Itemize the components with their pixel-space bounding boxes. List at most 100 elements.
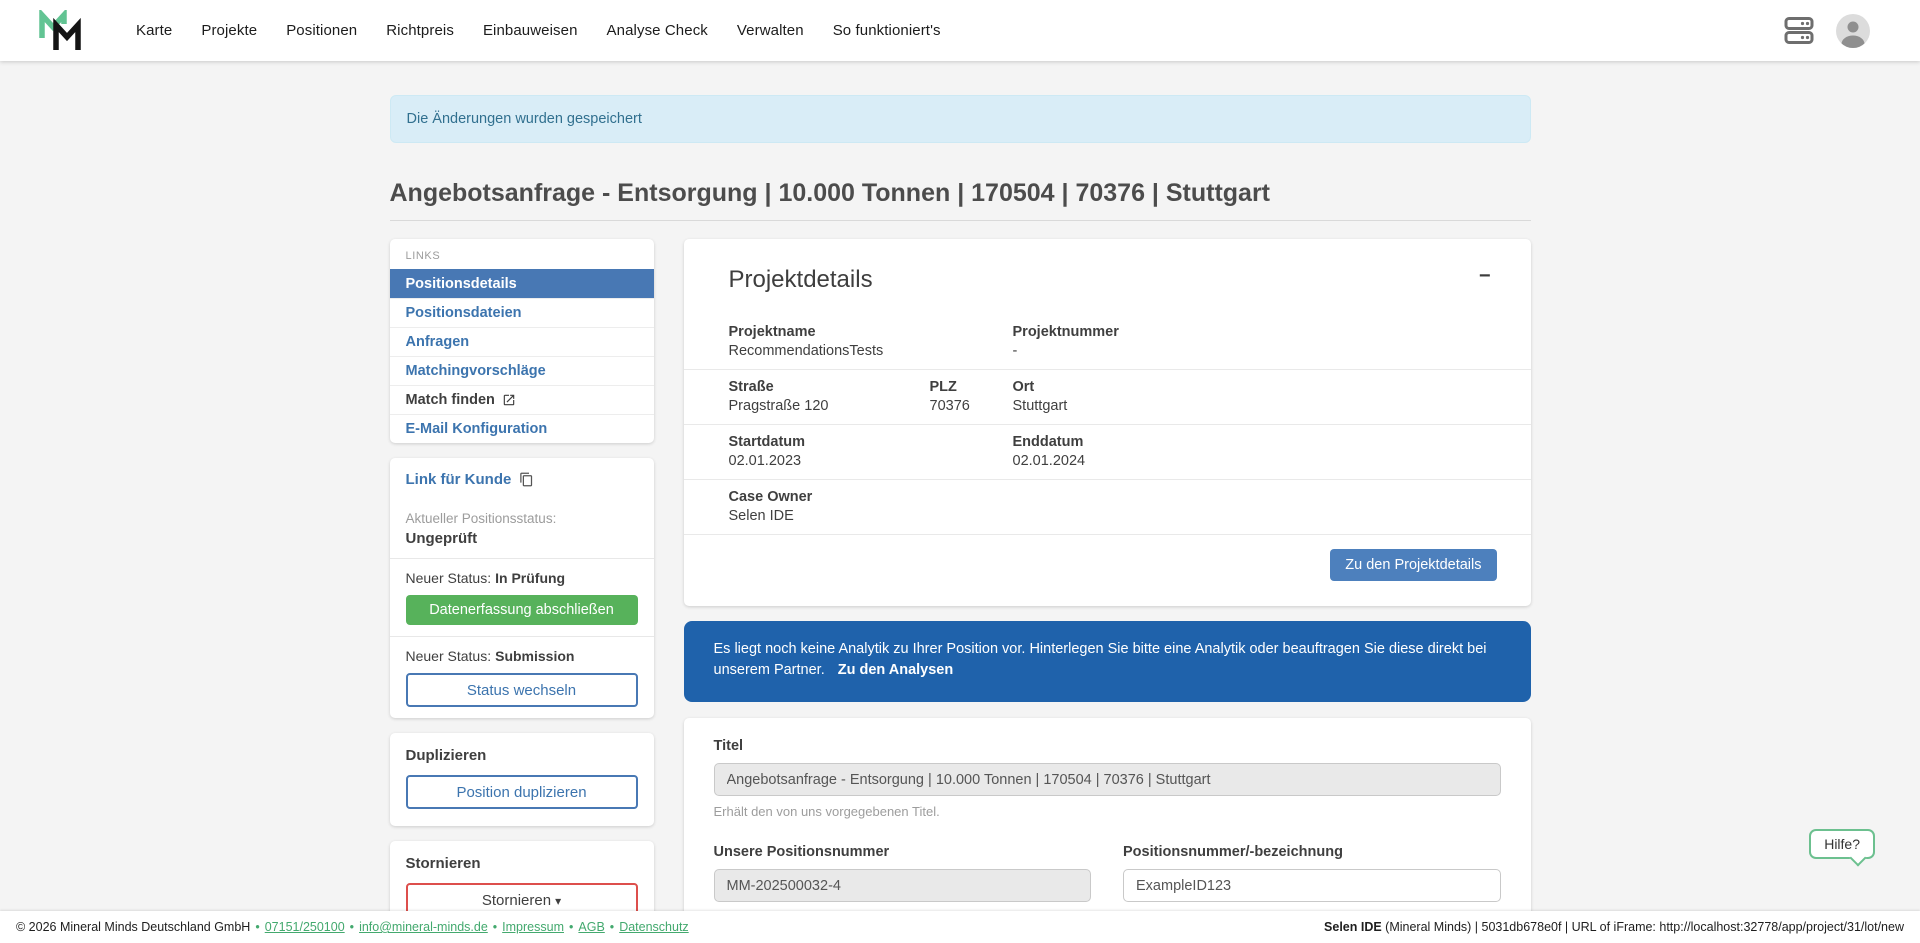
sidebar-item-email-konfiguration[interactable]: E-Mail Konfiguration bbox=[389, 414, 654, 443]
project-details-title: Projektdetails bbox=[728, 266, 873, 293]
field-label: Straße bbox=[728, 379, 774, 395]
field-value: 02.01.2024 bbox=[1012, 453, 1086, 469]
footer: © 2026 Mineral Minds Deutschland GmbH • 07… bbox=[0, 911, 1920, 943]
new-status-section-1: Neuer Status: In Prüfung Datenerfassung a… bbox=[389, 558, 654, 636]
titel-field-group: Titel Erhält den von uns vorgegebenen Ti… bbox=[713, 738, 1501, 819]
duplicate-position-button[interactable]: Position duplizieren bbox=[405, 775, 638, 809]
field-label: Ort bbox=[1012, 379, 1035, 395]
page-title: Angebotsanfrage - Entsorgung | 10.000 To… bbox=[389, 179, 1531, 221]
footer-user: Selen IDE bbox=[1324, 920, 1382, 934]
footer-link-email[interactable]: info@mineral-minds.de bbox=[359, 920, 488, 934]
server-stack-icon[interactable] bbox=[1784, 16, 1814, 45]
sidebar: LINKS Positionsdetails Positionsdateien … bbox=[389, 239, 654, 911]
project-details-row: Startdatum 02.01.2023 Enddatum 02.01.202… bbox=[683, 424, 1531, 479]
status-card: Link für Kunde Aktueller Positionsstatus… bbox=[389, 458, 654, 718]
nav-item-richtpreis[interactable]: Richtpreis bbox=[386, 22, 454, 39]
current-status-value: Ungeprüft bbox=[405, 530, 478, 547]
alert-text: Die Änderungen wurden gespeichert bbox=[406, 111, 642, 127]
mineral-minds-logo-icon bbox=[39, 9, 81, 50]
sidebar-item-label: E-Mail Konfiguration bbox=[405, 421, 548, 437]
go-to-project-details-button[interactable]: Zu den Projektdetails bbox=[1330, 549, 1497, 581]
sidebar-item-anfragen[interactable]: Anfragen bbox=[389, 327, 654, 356]
separator: • bbox=[349, 920, 355, 934]
help-button[interactable]: Hilfe? bbox=[1809, 829, 1875, 859]
footer-session-info: Selen IDE (Mineral Minds) | 5031db678e0f… bbox=[1324, 920, 1904, 934]
finish-data-entry-button[interactable]: Datenerfassung abschließen bbox=[405, 595, 638, 625]
sidebar-item-positionsdateien[interactable]: Positionsdateien bbox=[389, 298, 654, 327]
field-value: Selen IDE bbox=[728, 508, 794, 524]
footer-link-agb[interactable]: AGB bbox=[578, 920, 605, 934]
separator: • bbox=[609, 920, 615, 934]
nav-item-analyse-check[interactable]: Analyse Check bbox=[606, 22, 708, 39]
footer-session-text: (Mineral Minds) | 5031db678e0f | URL of … bbox=[1381, 920, 1904, 934]
copyright-text: © 2026 Mineral Minds Deutschland GmbH bbox=[16, 920, 251, 934]
nav-item-projekte[interactable]: Projekte bbox=[201, 22, 258, 39]
new-status-value: In Prüfung bbox=[495, 570, 566, 586]
user-avatar-icon[interactable] bbox=[1836, 13, 1870, 48]
links-card-header: LINKS bbox=[405, 250, 441, 262]
separator: • bbox=[255, 920, 260, 934]
sidebar-item-match-finden[interactable]: Match finden bbox=[389, 385, 654, 414]
project-details-card: Projektdetails − Projektname Recommendat… bbox=[683, 239, 1531, 606]
links-card: LINKS Positionsdetails Positionsdateien … bbox=[389, 239, 654, 443]
sidebar-item-label: Positionsdetails bbox=[405, 276, 517, 292]
sidebar-item-positionsdetails[interactable]: Positionsdetails bbox=[389, 269, 654, 298]
analytics-banner-link[interactable]: Zu den Analysen bbox=[837, 662, 954, 678]
current-status-label: Aktueller Positionsstatus: bbox=[405, 511, 557, 526]
footer-link-datenschutz[interactable]: Datenschutz bbox=[619, 920, 689, 934]
duplicate-card: Duplizieren Position duplizieren bbox=[389, 733, 654, 826]
project-details-row: Straße Pragstraße 120 PLZ 70376 Ort Stut… bbox=[683, 369, 1531, 424]
success-alert: Die Änderungen wurden gespeichert bbox=[389, 95, 1531, 143]
caret-down-icon: ▾ bbox=[555, 893, 562, 908]
customer-link-label: Link für Kunde bbox=[405, 471, 512, 488]
nav-item-einbauweisen[interactable]: Einbauweisen bbox=[482, 22, 578, 39]
cancel-button-label: Stornieren bbox=[481, 891, 552, 909]
sidebar-item-label: Anfragen bbox=[405, 334, 470, 350]
separator: • bbox=[569, 920, 574, 934]
our-position-number-input bbox=[713, 869, 1091, 902]
field-label: Case Owner bbox=[728, 489, 813, 505]
nav-item-so-funktionierts[interactable]: So funktioniert's bbox=[832, 22, 941, 39]
new-status-section-2: Neuer Status: Submission Status wechseln bbox=[389, 636, 654, 718]
main-content: Die Änderungen wurden gespeichert Angebo… bbox=[0, 61, 1920, 911]
sidebar-item-label: Matchingvorschläge bbox=[405, 363, 546, 379]
nav-item-verwalten[interactable]: Verwalten bbox=[736, 22, 804, 39]
field-value: RecommendationsTests bbox=[728, 343, 884, 359]
our-position-number-group: Unsere Positionsnummer Erhält eine syste… bbox=[713, 844, 1091, 911]
footer-left: © 2026 Mineral Minds Deutschland GmbH • 07… bbox=[16, 920, 689, 934]
new-status-value: Submission bbox=[495, 648, 575, 664]
navbar-actions bbox=[1784, 13, 1870, 48]
field-label: PLZ bbox=[929, 379, 957, 395]
cancel-dropdown-button[interactable]: Stornieren ▾ bbox=[405, 883, 638, 911]
sidebar-item-matchingvorschlaege[interactable]: Matchingvorschläge bbox=[389, 356, 654, 385]
field-value: 02.01.2023 bbox=[728, 453, 802, 469]
titel-label: Titel bbox=[713, 738, 744, 754]
new-status-label: Neuer Status: bbox=[405, 648, 492, 664]
nav-item-karte[interactable]: Karte bbox=[136, 22, 173, 39]
top-navbar: Karte Projekte Positionen Richtpreis Ein… bbox=[0, 0, 1920, 61]
titel-input bbox=[713, 763, 1501, 796]
collapse-icon[interactable]: − bbox=[1478, 265, 1491, 287]
field-value: Stuttgart bbox=[1012, 398, 1068, 414]
main-column: Projektdetails − Projektname Recommendat… bbox=[683, 239, 1531, 911]
field-value: - bbox=[1012, 343, 1018, 359]
footer-link-phone[interactable]: 07151/250100 bbox=[264, 920, 345, 934]
cancel-card: Stornieren Stornieren ▾ bbox=[389, 841, 654, 911]
new-status-label: Neuer Status: bbox=[405, 570, 492, 586]
cancel-card-title: Stornieren bbox=[405, 855, 481, 872]
sidebar-item-label: Positionsdateien bbox=[405, 305, 522, 321]
switch-status-button[interactable]: Status wechseln bbox=[405, 673, 638, 707]
brand-logo[interactable] bbox=[38, 9, 84, 52]
nav-item-positionen[interactable]: Positionen bbox=[286, 22, 358, 39]
position-number-input[interactable] bbox=[1123, 869, 1501, 902]
customer-link[interactable]: Link für Kunde bbox=[390, 458, 654, 500]
position-number-label: Positionsnummer/-bezeichnung bbox=[1123, 844, 1343, 860]
footer-link-impressum[interactable]: Impressum bbox=[502, 920, 564, 934]
field-label: Projektname bbox=[728, 324, 816, 340]
project-details-row: Projektname RecommendationsTests Projekt… bbox=[684, 315, 1531, 369]
position-number-helper: Z.B. Interne-Vorgangsnummer, LV-Position… bbox=[1123, 910, 1501, 911]
duplicate-card-title: Duplizieren bbox=[405, 747, 487, 764]
current-status-section: Aktueller Positionsstatus: Ungeprüft bbox=[390, 500, 654, 558]
field-value: Pragstraße 120 bbox=[728, 398, 829, 414]
field-value: 70376 bbox=[929, 398, 970, 414]
